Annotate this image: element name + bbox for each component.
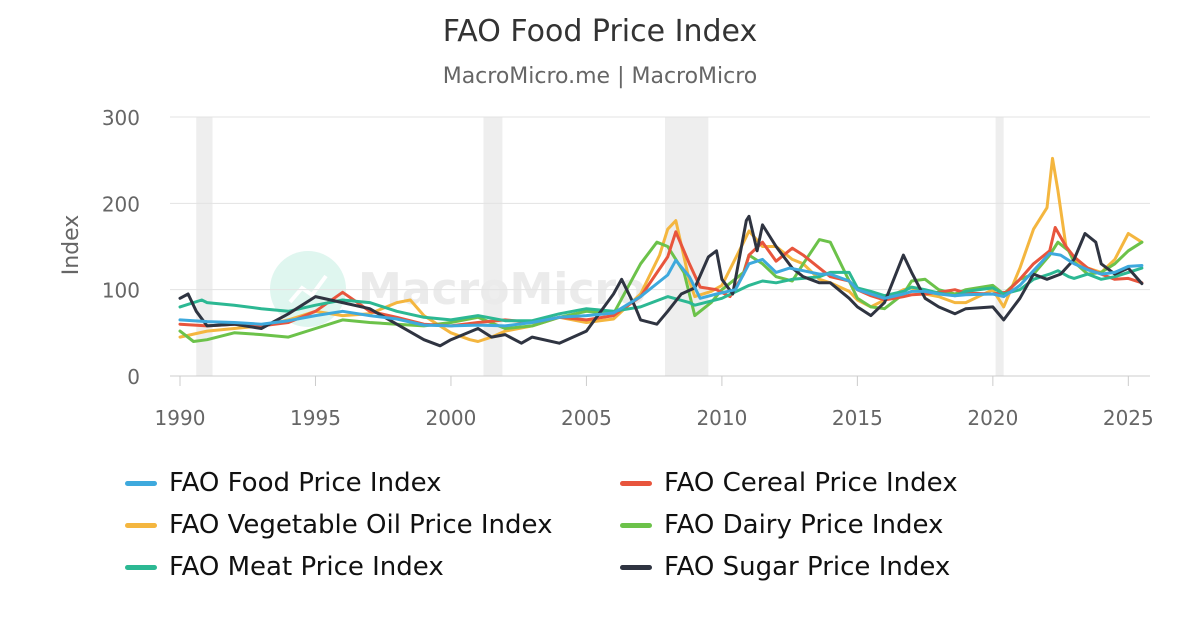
series-line-fao-food-price-index: [178, 251, 1144, 328]
legend-label: FAO Food Price Index: [169, 468, 442, 498]
recession-band-1: [483, 117, 503, 376]
x-tick-label: 1990: [155, 406, 206, 430]
axes: 0 100 200 300 1990 1995 2000 2005 2010 2015 2020 20…: [102, 106, 1154, 430]
legend-label: FAO Meat Price Index: [169, 552, 444, 582]
series-line-fao-sugar-price-index: [178, 214, 1144, 348]
watermark: MacroMicro: [270, 251, 646, 327]
legend-swatch: [125, 480, 157, 486]
legend-item[interactable]: FAO Food Price Index: [125, 468, 442, 498]
legend-label: FAO Sugar Price Index: [664, 552, 951, 582]
chart-subtitle: MacroMicro.me | MacroMicro: [442, 64, 758, 89]
recession-band-0: [196, 117, 213, 376]
x-tick-label: 2025: [1103, 406, 1154, 430]
legend-swatch: [125, 522, 157, 528]
legend-label: FAO Vegetable Oil Price Index: [169, 510, 553, 540]
legend-item[interactable]: FAO Dairy Price Index: [620, 510, 943, 540]
watermark-logo-icon: [270, 251, 346, 327]
legend-swatch: [620, 522, 652, 528]
series-lines: [178, 156, 1144, 348]
legend-label: FAO Cereal Price Index: [664, 468, 958, 498]
recession-band-3: [995, 117, 1004, 376]
watermark-logo-chart-icon: [288, 274, 328, 304]
legend-item[interactable]: FAO Meat Price Index: [125, 552, 444, 582]
legend-swatch: [620, 564, 652, 570]
y-tick-label: 100: [102, 279, 140, 303]
legend-item[interactable]: FAO Cereal Price Index: [620, 468, 958, 498]
y-tick-label: 0: [127, 365, 140, 389]
x-tick-label: 2020: [967, 406, 1018, 430]
legend-item[interactable]: FAO Vegetable Oil Price Index: [125, 510, 552, 540]
chart-title: FAO Food Price Index: [442, 14, 758, 49]
x-tick-label: 1995: [290, 406, 341, 430]
x-tick-label: 2005: [561, 406, 612, 430]
legend-label: FAO Dairy Price Index: [664, 510, 944, 540]
x-tick-label: 2000: [425, 406, 476, 430]
y-tick-label: 200: [102, 192, 140, 216]
legend-swatch: [125, 564, 157, 570]
legend-swatch: [620, 480, 652, 486]
recession-bands: [196, 117, 1004, 376]
x-tick-label: 2015: [832, 406, 883, 430]
y-axis-label: Index: [59, 215, 84, 276]
y-tick-label: 300: [102, 106, 140, 130]
series-line-fao-cereal-price-index: [178, 226, 1144, 328]
x-tick-label: 2010: [696, 406, 747, 430]
legend-item[interactable]: FAO Sugar Price Index: [620, 552, 950, 582]
